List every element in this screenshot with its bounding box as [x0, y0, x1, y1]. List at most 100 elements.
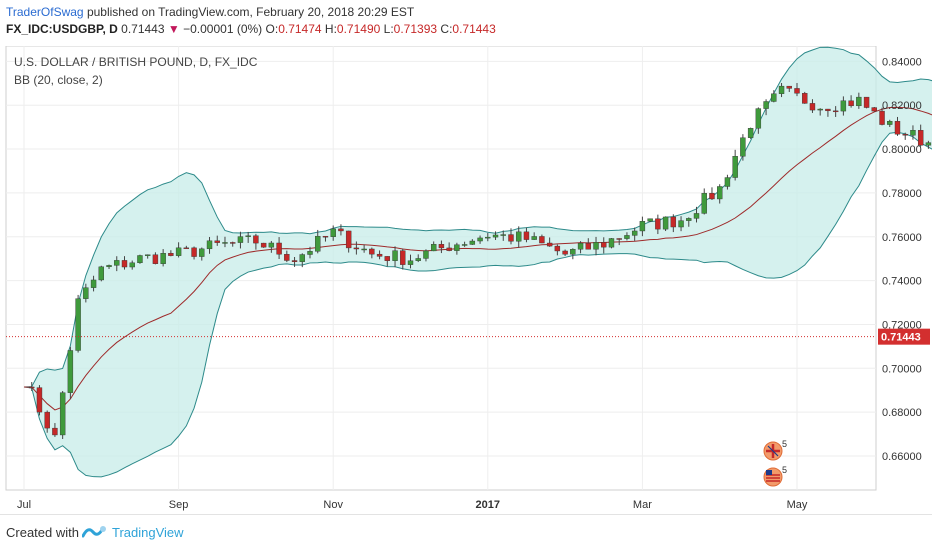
candle-body [446, 247, 452, 251]
band-fill [24, 47, 932, 477]
symbol-label[interactable]: FX_IDC:USDGBP, D [6, 22, 118, 36]
candle-body [175, 247, 182, 256]
candle-body [701, 192, 707, 214]
candle-body [902, 134, 908, 136]
candle-body [662, 216, 669, 230]
chart-header: TraderOfSwag published on TradingView.co… [6, 4, 926, 38]
candle-body [253, 235, 259, 244]
candle-body [577, 242, 584, 250]
y-tick-label: 0.68000 [882, 407, 922, 419]
close-value: 0.71443 [452, 22, 496, 36]
x-tick-label: Sep [169, 499, 189, 511]
open-label: O: [265, 22, 279, 36]
candle-body [570, 249, 576, 255]
last-value: 0.71443 [121, 22, 165, 36]
candle-body [523, 231, 530, 240]
candle-body [794, 88, 800, 94]
candle-body [531, 236, 537, 240]
candle-body [338, 228, 344, 232]
candle-body [291, 260, 298, 262]
y-tick-label: 0.74000 [882, 276, 922, 288]
economic-events[interactable]: 55 [763, 439, 787, 487]
candle-body [106, 265, 112, 268]
x-tick-label: Jul [17, 499, 31, 511]
candle-body [554, 245, 561, 252]
candle-body [59, 392, 66, 436]
candle-body [755, 108, 762, 129]
candle-body [516, 231, 522, 242]
candle-body [639, 221, 646, 232]
candle-body [670, 216, 677, 228]
candle-body [330, 228, 336, 237]
candle-body [137, 255, 143, 264]
candle-body [276, 242, 282, 255]
created-with-text: Created with [6, 525, 79, 540]
candle-body [562, 250, 568, 255]
candle-body [245, 235, 251, 237]
candle-body [29, 386, 35, 389]
us-flag-icon[interactable]: 5 [763, 465, 787, 487]
candle-body [90, 279, 97, 288]
candle-body [825, 108, 831, 112]
candle-body [616, 238, 622, 240]
change-down-icon: ▼ [167, 22, 180, 36]
candle-body [36, 387, 43, 413]
candle-body [693, 213, 700, 219]
candle-body [492, 234, 499, 238]
candle-body [114, 260, 120, 266]
candle-body [709, 192, 715, 200]
y-tick-label: 0.78000 [882, 188, 922, 200]
candle-body [400, 250, 406, 265]
candle-body [747, 128, 754, 138]
candle-body [917, 130, 924, 146]
candle-body [369, 248, 375, 255]
candle-body [802, 93, 808, 104]
candle-body [307, 251, 313, 255]
price-axis[interactable]: 0.84000 0.82000 0.80000 0.78000 0.76000 0.740… [878, 56, 930, 463]
y-tick-label: 0.70000 [882, 363, 922, 375]
candle-body [910, 130, 916, 136]
event-count: 5 [782, 465, 787, 475]
candle-body [376, 253, 383, 257]
candle-body [686, 218, 692, 221]
candle-body [353, 247, 360, 250]
high-label: H: [324, 22, 337, 36]
price-chart[interactable]: 0.84000 0.82000 0.80000 0.78000 0.76000 0.740… [0, 46, 932, 514]
candle-body [168, 253, 174, 256]
candle-body [469, 240, 476, 245]
y-tick-label: 0.84000 [882, 56, 922, 68]
candle-body [624, 235, 630, 239]
candle-body [361, 248, 367, 251]
footer: Created with TradingView [0, 514, 932, 551]
basis-line [23, 106, 932, 411]
candle-body [83, 287, 89, 299]
y-tick-label: 0.72000 [882, 319, 922, 331]
candle-body [817, 108, 823, 111]
candle-body [152, 254, 159, 264]
candlesticks [29, 82, 932, 439]
candle-body [260, 242, 267, 248]
author-link[interactable]: TraderOfSwag [6, 5, 84, 19]
uk-flag-icon[interactable]: 5 [763, 439, 787, 461]
y-tick-label: 0.76000 [882, 232, 922, 244]
candle-body [199, 248, 205, 257]
tradingview-link[interactable]: TradingView [112, 525, 184, 540]
candle-body [740, 137, 746, 157]
time-axis[interactable]: JulSepNov2017MarMayJulSepNov2018MarMay [17, 499, 932, 511]
indicator-legend: BB (20, close, 2) [14, 73, 103, 87]
x-tick-label: May [787, 499, 808, 511]
event-count: 5 [782, 439, 787, 449]
candle-body [392, 250, 398, 261]
y-tick-label: 0.66000 [882, 451, 922, 463]
last-price-label: 0.71443 [881, 332, 921, 344]
high-value: 0.71490 [336, 22, 381, 36]
candle-body [546, 242, 553, 247]
candle-body [423, 250, 429, 259]
x-tick-label: 2017 [476, 499, 500, 511]
candle-body [655, 218, 661, 230]
candle-body [840, 100, 847, 112]
chart-title: U.S. DOLLAR / BRITISH POUND, D, FX_IDC [14, 55, 258, 69]
candle-body [191, 247, 197, 257]
candle-body [608, 238, 615, 248]
candle-body [631, 230, 638, 236]
